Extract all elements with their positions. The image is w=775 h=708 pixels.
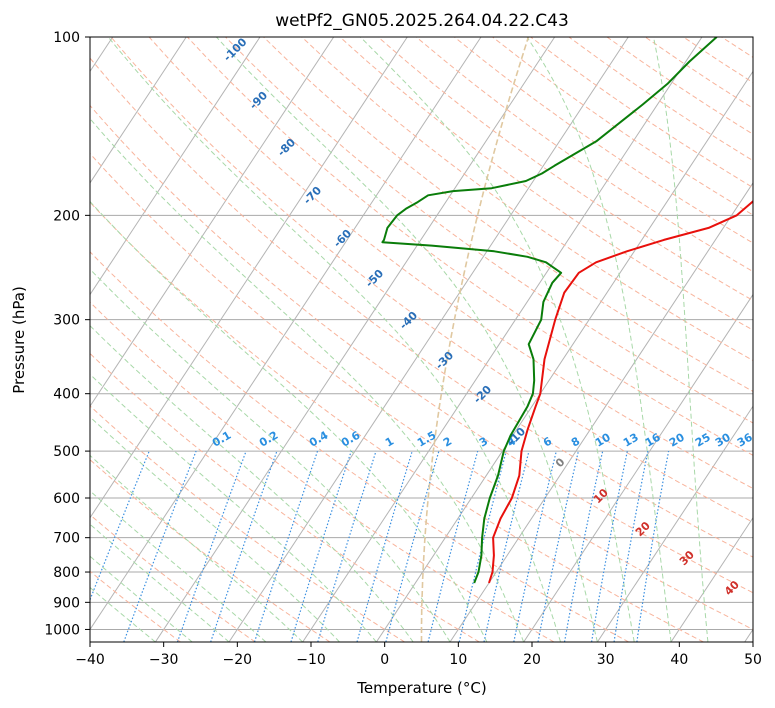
- x-axis-label: Temperature (°C): [356, 679, 486, 697]
- y-tick-label: 100: [53, 30, 80, 46]
- mixing-ratio-line: [290, 450, 352, 642]
- moist-adiabat-line: [90, 324, 414, 642]
- moist-adiabat-line: [90, 490, 267, 642]
- moist-adiabat-line: [90, 416, 340, 642]
- dry-adiabat-line: [90, 301, 555, 642]
- moist-adiabat-line: [90, 586, 156, 642]
- mixing-ratio-line: [427, 450, 479, 642]
- dewpoint-profile: [381, 37, 718, 584]
- y-tick-label: 200: [53, 208, 80, 224]
- x-tick-label: 0: [380, 652, 389, 668]
- isotherm-line: [90, 37, 261, 296]
- dry-adiabat-line: [377, 37, 753, 302]
- plot-frame: [89, 36, 754, 643]
- x-tick-label: −30: [149, 652, 179, 668]
- moist-adiabat-line: [360, 37, 635, 642]
- plot-area: 0.1 0.2 0.4 0.6 1 1.5 2 3 4 6 8 10 13 16 20 25 30 36-100-…: [90, 37, 755, 642]
- dry-adiabats: [90, 37, 753, 642]
- moist-adiabat-line: [653, 37, 709, 642]
- x-axis: −40 −30 −20 −10 0 10 20 30 40 50: [75, 642, 762, 668]
- isotherm-line: [90, 37, 187, 184]
- x-tick-label: 50: [744, 652, 762, 668]
- y-tick-label: 800: [53, 565, 80, 581]
- isotherm-line: [90, 37, 335, 408]
- y-axis-label: Pressure (hPa): [10, 286, 28, 394]
- mixing-ratio-line: [385, 450, 440, 642]
- isotherm-line: [228, 37, 629, 642]
- moist-adiabat-line: [107, 37, 561, 642]
- x-tick-label: 20: [523, 652, 541, 668]
- x-tick-label: 10: [449, 652, 467, 668]
- mixing-ratio-line: [176, 450, 247, 642]
- reference-curve: [420, 37, 530, 642]
- dry-adiabat-line: [90, 201, 704, 642]
- y-tick-label: 900: [53, 595, 80, 611]
- x-tick-label: −20: [223, 652, 253, 668]
- isotherm-line: [596, 405, 753, 642]
- x-tick-label: −40: [75, 652, 105, 668]
- moist-adiabat-line: [90, 555, 193, 642]
- moist-adiabat-line: [90, 523, 230, 642]
- moist-adiabat-line: [90, 373, 377, 642]
- mixing-ratio-line: [210, 450, 278, 642]
- moist-adiabats: [90, 37, 709, 642]
- dry-adiabat-line: [263, 37, 753, 392]
- moist-adiabat-line: [90, 454, 304, 642]
- mixing-ratio-line: [317, 450, 377, 642]
- isotherm-line: [154, 37, 556, 642]
- chart-title: wetPf2_GN05.2025.264.04.22.C43: [275, 11, 569, 31]
- mixing-ratio-line: [458, 450, 507, 642]
- mixing-ratio-line: [90, 450, 150, 602]
- isotherm-line: [90, 37, 408, 519]
- y-tick-label: 400: [53, 387, 80, 403]
- reference-curve-line: [420, 37, 530, 642]
- dry-adiabat-line: [90, 104, 753, 594]
- y-tick-label: 600: [53, 491, 80, 507]
- y-tick-label: 300: [53, 313, 80, 329]
- isotherm-line: [670, 516, 753, 642]
- dry-adiabat-line: [90, 251, 629, 642]
- mixing-ratio-line: [537, 450, 579, 642]
- moist-adiabat-line: [90, 200, 488, 642]
- moist-adiabat-line: [90, 268, 451, 642]
- dry-adiabat-line: [90, 352, 480, 642]
- temperature-profile: [488, 199, 753, 584]
- dry-adiabat-line: [90, 514, 256, 642]
- x-tick-label: 30: [597, 652, 615, 668]
- y-tick-label: 500: [53, 444, 80, 460]
- x-tick-label: 40: [670, 652, 688, 668]
- moist-adiabat-line: [216, 37, 598, 642]
- dry-adiabat-line: [90, 152, 753, 630]
- mixing-ratio-line: [483, 450, 530, 642]
- dry-adiabat-line: [148, 37, 753, 490]
- sounding-profiles: [381, 37, 753, 584]
- isotherm-line: [449, 182, 753, 642]
- mixing-ratio-line: [253, 450, 319, 642]
- dry-adiabat-line: [110, 37, 753, 523]
- dry-adiabat-line: [90, 459, 331, 642]
- x-tick-label: −10: [296, 652, 326, 668]
- isotherm-line: [375, 70, 753, 642]
- mixing-ratio-line: [513, 450, 557, 642]
- mixing-ratio-line: [123, 450, 197, 642]
- moist-adiabat-line: [90, 117, 525, 642]
- moist-adiabat-line: [526, 37, 672, 642]
- y-axis: 100 200 300 400 500 600 700 800 900 1000: [44, 30, 90, 638]
- dry-adiabat-line: [225, 37, 753, 424]
- mixing-ratio-label: 36: [735, 431, 755, 450]
- mixing-ratio-line: [356, 450, 413, 642]
- dry-adiabat-line: [90, 57, 753, 558]
- mixing-ratio-lines: [90, 450, 670, 642]
- y-tick-label: 1000: [44, 622, 80, 638]
- isotherm-line: [523, 293, 753, 642]
- y-tick-label: 700: [53, 531, 80, 547]
